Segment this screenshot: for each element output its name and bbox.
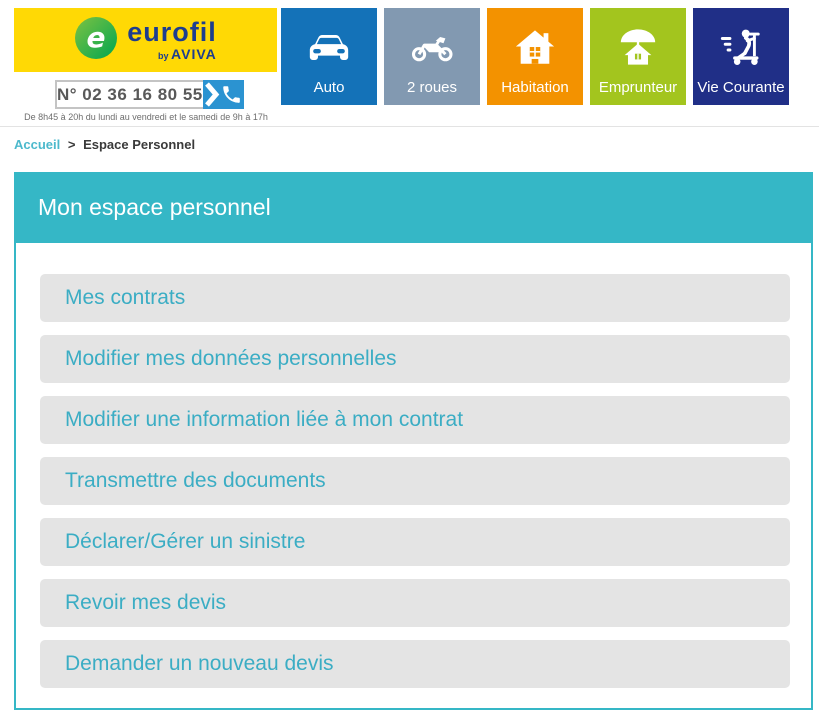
menu-item-demander-un-nouveau-devis[interactable]: Demander un nouveau devis (40, 640, 790, 688)
tab-vie-courante[interactable]: Vie Courante (693, 8, 789, 105)
eurofil-logo[interactable]: e eurofil by AVIVA (14, 8, 277, 72)
menu-item-revoir-mes-devis[interactable]: Revoir mes devis (40, 579, 790, 627)
house-icon (514, 8, 556, 79)
menu-item-label: Mes contrats (65, 286, 186, 309)
menu-item-label: Revoir mes devis (65, 591, 227, 614)
eurofil-wordmark: eurofil by AVIVA (127, 17, 217, 62)
tab-habitation[interactable]: Habitation (487, 8, 583, 105)
motorcycle-icon (409, 8, 455, 79)
breadcrumb-home-link[interactable]: Accueil (14, 137, 61, 152)
car-icon (306, 8, 352, 79)
menu-item-label: Modifier une information liée à mon cont… (65, 408, 464, 431)
menu-item-modifier-mes-donnees-personnelles[interactable]: Modifier mes données personnelles (40, 335, 790, 383)
panel-header: Mon espace personnel (14, 172, 813, 243)
tab-label: 2 roues (406, 79, 458, 96)
menu-item-modifier-une-information-liee-a-mon-contrat[interactable]: Modifier une information liée à mon cont… (40, 396, 790, 444)
header-separator (0, 126, 819, 127)
menu-item-mes-contrats[interactable]: Mes contrats (40, 274, 790, 322)
page-title: Mon espace personnel (38, 194, 271, 220)
menu-item-label: Modifier mes données personnelles (65, 347, 397, 370)
personal-space-panel: Mon espace personnel Mes contrats Modifi… (14, 172, 813, 710)
menu-item-label: Demander un nouveau devis (65, 652, 334, 675)
eurofil-e-icon: e (74, 16, 118, 65)
menu-item-label: Transmettre des documents (65, 469, 326, 492)
tab-label: Auto (313, 79, 345, 96)
phone-number: N° 02 36 16 80 55 (57, 84, 203, 104)
menu-item-label: Déclarer/Gérer un sinistre (65, 530, 306, 553)
call-button[interactable] (202, 80, 244, 109)
tab-auto[interactable]: Auto (281, 8, 377, 105)
umbrella-house-icon (617, 8, 659, 79)
menu-item-declarer-gerer-un-sinistre[interactable]: Déclarer/Gérer un sinistre (40, 518, 790, 566)
tab-emprunteur[interactable]: Emprunteur (590, 8, 686, 105)
phone-number-box[interactable]: N° 02 36 16 80 55 (55, 80, 244, 109)
breadcrumb-separator: > (67, 137, 76, 152)
panel-menu: Mes contrats Modifier mes données person… (16, 243, 811, 688)
tab-label: Habitation (501, 79, 569, 96)
tab-label: Vie Courante (697, 79, 785, 96)
tab-label: Emprunteur (598, 79, 678, 96)
product-tabs: Auto 2 roues Habitation (281, 8, 789, 105)
breadcrumb-current: Espace Personnel (83, 137, 196, 152)
menu-item-transmettre-des-documents[interactable]: Transmettre des documents (40, 457, 790, 505)
breadcrumb: Accueil > Espace Personnel (14, 137, 195, 152)
svg-text:e: e (87, 21, 106, 54)
phone-icon (204, 82, 240, 107)
opening-hours: De 8h45 à 20h du lundi au vendredi et le… (24, 112, 268, 122)
tab-2-roues[interactable]: 2 roues (384, 8, 480, 105)
scooter-icon (718, 8, 764, 79)
